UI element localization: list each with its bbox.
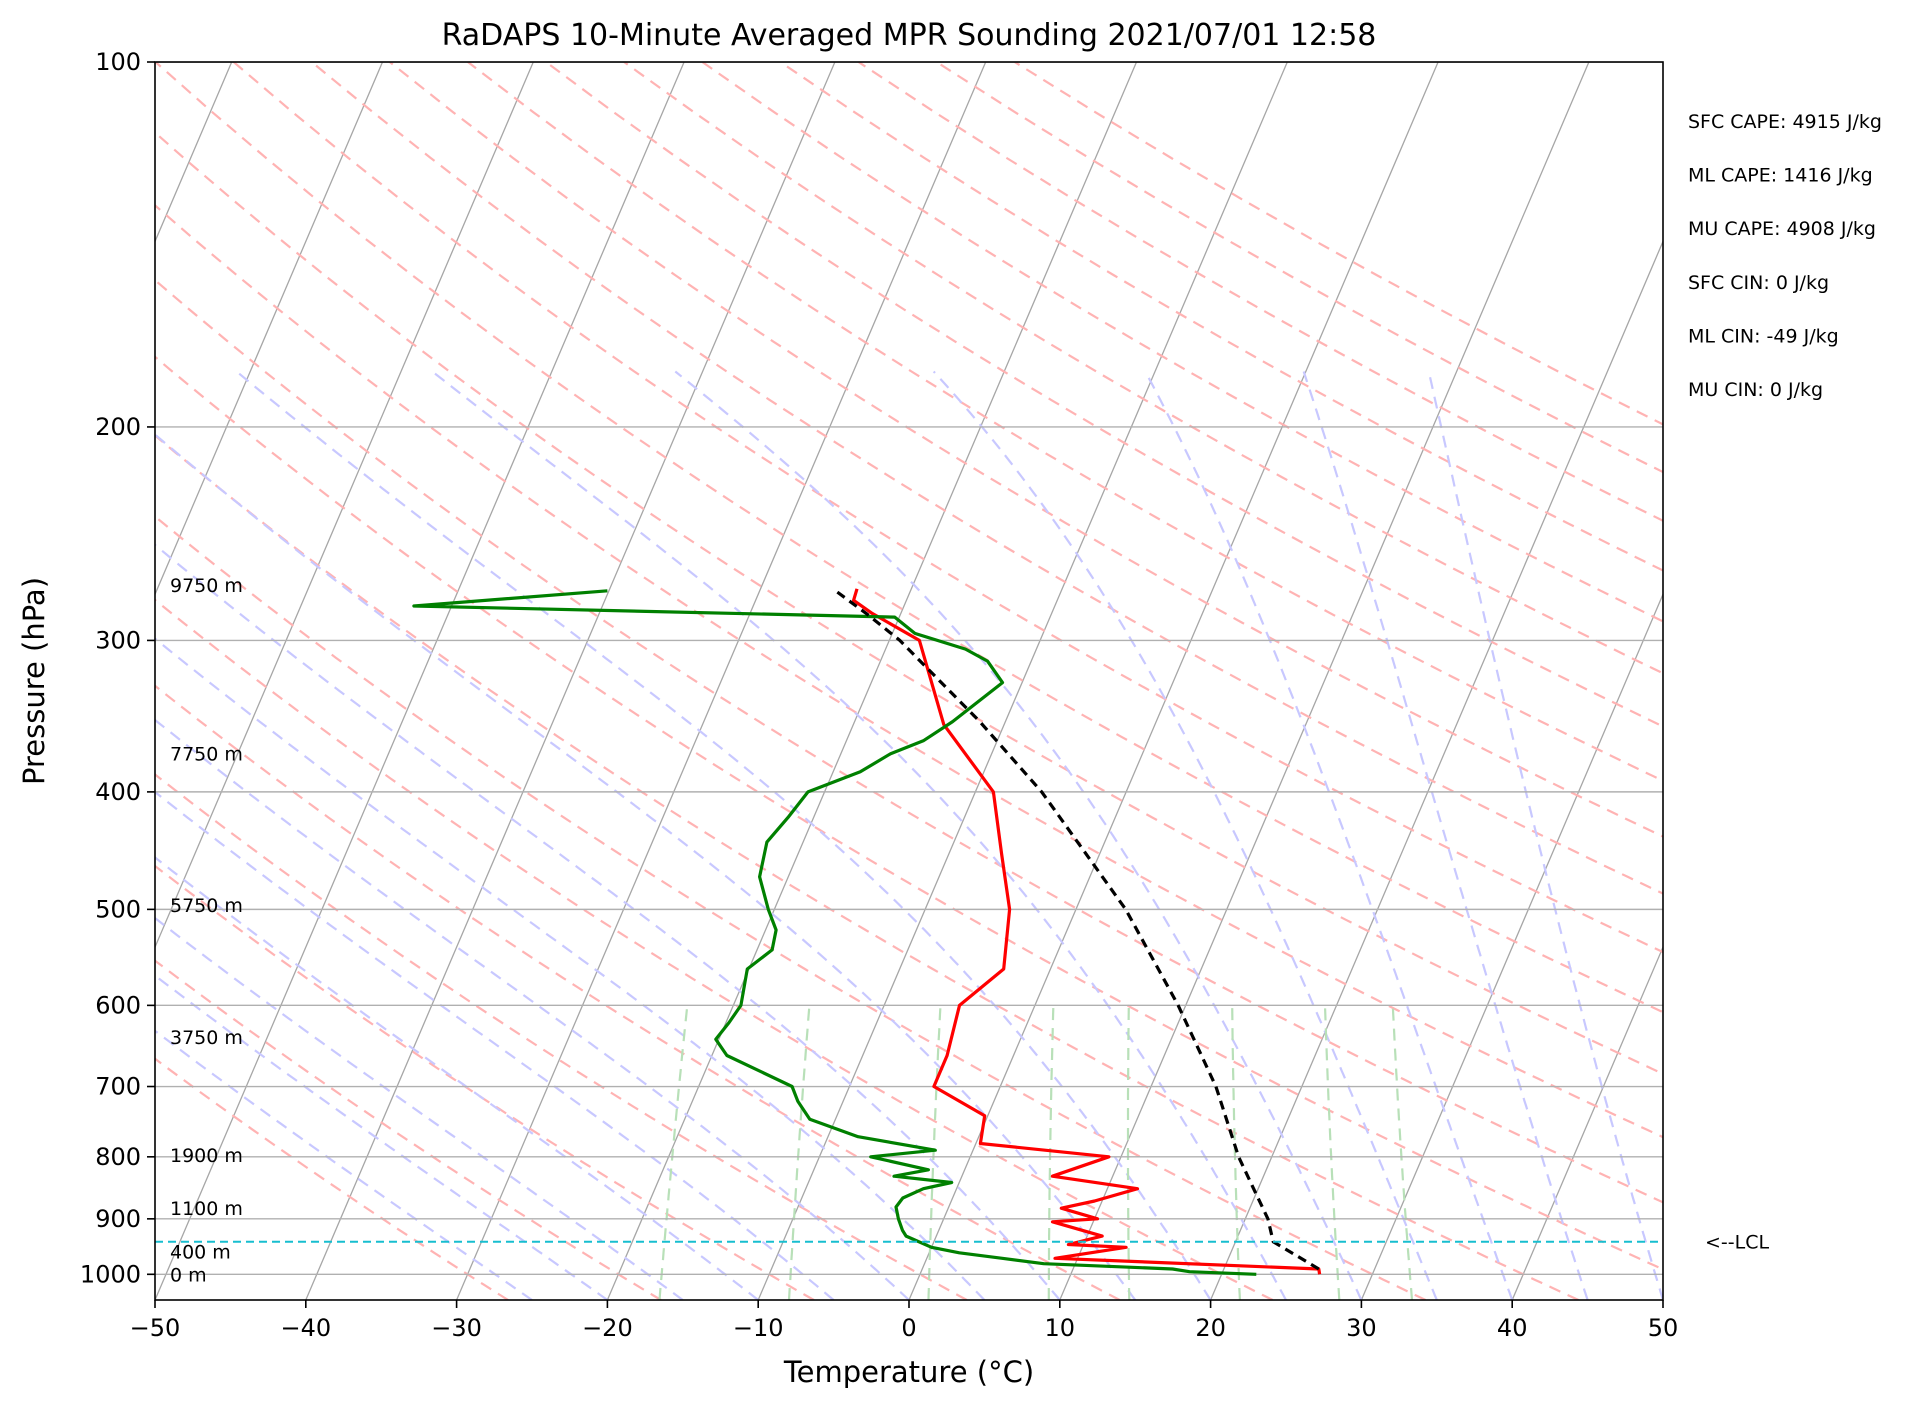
moist-adiabat-line [155,856,759,1300]
height-label: 1100 m [170,1198,243,1220]
x-tick-label: 50 [1648,1314,1679,1342]
x-tick-label: −40 [280,1314,331,1342]
x-axis: −50 −40 −30 −20 −10 0 10 20 30 40 50 [130,1300,1679,1342]
x-tick-label: −20 [582,1314,633,1342]
y-axis: 100 200 300 400 500 600 700 800 900 1000 [80,48,155,1288]
moist-adiabat-line [1302,371,1589,1300]
moist-adiabat-line [1427,371,1663,1300]
dry-adiabat-line [155,355,1663,1271]
y-tick-label: 600 [95,991,141,1019]
chart-title: RaDAPS 10-Minute Averaged MPR Sounding 2… [442,18,1377,53]
parcel-profile [831,587,1320,1271]
height-label: 9750 m [170,575,243,597]
mixing-ratio-line [1126,1005,1131,1300]
mixing-ratio-line [1047,1005,1055,1300]
dry-adiabat-line [155,598,1274,1300]
height-label: 7750 m [170,744,243,766]
y-tick-label: 400 [95,778,141,806]
isotherm-line [1360,592,1663,1300]
mixing-ratio-line [658,1005,689,1300]
dry-adiabat-line [155,434,1579,1300]
dry-adiabat-line [155,684,1121,1300]
moist-adiabat-line [235,370,1212,1300]
stability-indices: SFC CAPE: 4915 J/kg ML CAPE: 1416 J/kg MU … [1688,111,1882,401]
y-tick-label: 200 [95,413,141,441]
height-label: 0 m [170,1264,207,1286]
mixing-ratio-line [787,1005,811,1300]
x-tick-label: 0 [901,1314,916,1342]
moist-adiabat-line [155,637,986,1300]
x-tick-label: −30 [431,1314,482,1342]
height-label: 1900 m [170,1145,243,1167]
x-tick-label: 40 [1497,1314,1528,1342]
x-tick-label: −10 [733,1314,784,1342]
dry-adiabat-line [155,278,1663,1204]
index-label: SFC CAPE: 4915 J/kg [1688,111,1882,133]
dry-adiabat-line [389,62,1663,838]
y-tick-label: 300 [95,626,141,654]
isotherm-line [155,62,534,949]
dry-adiabat-line [545,62,1663,728]
height-label: 400 m [170,1242,231,1264]
dry-adiabat-line [623,62,1663,675]
x-tick-label: 10 [1045,1314,1076,1342]
lcl-group: <--LCL [155,1232,1769,1254]
index-label: ML CAPE: 1416 J/kg [1688,165,1873,187]
y-tick-label: 1000 [80,1260,141,1288]
isotherm-line [908,62,1439,1300]
isotherm-line [155,62,685,1300]
isotherm-line [305,62,836,1300]
moist-adiabat-line [155,543,1061,1300]
y-tick-label: 800 [95,1143,141,1171]
mixing-ratio-line [1391,1005,1414,1300]
isotherm-line [1210,239,1663,1300]
moist-adiabat-line [155,790,835,1300]
dry-adiabat-line [155,131,1663,1076]
isotherm-line [1059,62,1590,1300]
moist-adiabat-line [155,916,684,1300]
mixing-ratio-line [1231,1005,1241,1300]
isotherm-line [155,62,384,596]
x-tick-label: −50 [130,1314,181,1342]
moist-adiabat-line [155,433,1137,1300]
lcl-label: <--LCL [1705,1232,1769,1254]
height-label: 5750 m [170,895,243,917]
index-label: SFC CIN: 0 J/kg [1688,272,1829,294]
y-axis-title: Pressure (hPa) [17,577,51,785]
x-axis-title: Temperature (°C) [783,1355,1034,1389]
index-label: MU CIN: 0 J/kg [1688,379,1823,401]
dry-adiabat-line [155,62,1663,1014]
isotherm-line [456,62,987,1300]
y-tick-label: 700 [95,1073,141,1101]
isotherm-line [1511,945,1663,1300]
y-tick-label: 500 [95,895,141,923]
height-labels: 9750 m 7750 m 5750 m 3750 m 1900 m 1100 m 400 … [170,575,243,1286]
x-tick-label: 30 [1346,1314,1377,1342]
moist-adiabat-line [932,370,1438,1300]
moist-adiabat-line [674,370,1363,1300]
moist-adiabat-line [155,974,609,1300]
dry-adiabat-line [155,203,1663,1139]
dry-adiabat-line [155,959,662,1300]
background-lines [155,62,1663,1300]
y-tick-label: 100 [95,48,141,76]
dry-adiabat-line [779,62,1663,572]
height-label: 3750 m [170,1027,243,1049]
mixing-ratio-line [1323,1005,1341,1300]
isotherm-line [757,62,1288,1300]
dry-adiabat-line [155,515,1427,1300]
moist-adiabat-line [1144,370,1514,1300]
dewpoint-profile [412,589,1257,1276]
isotherm-line [606,62,1138,1300]
moist-adiabat-line [431,370,1287,1300]
index-label: ML CIN: -49 J/kg [1688,325,1839,347]
dry-adiabat-line [311,62,1663,895]
mixing-ratio-line [927,1005,942,1300]
y-tick-label: 900 [95,1205,141,1233]
index-label: MU CAPE: 4908 J/kg [1688,218,1876,240]
x-tick-label: 20 [1195,1314,1226,1342]
